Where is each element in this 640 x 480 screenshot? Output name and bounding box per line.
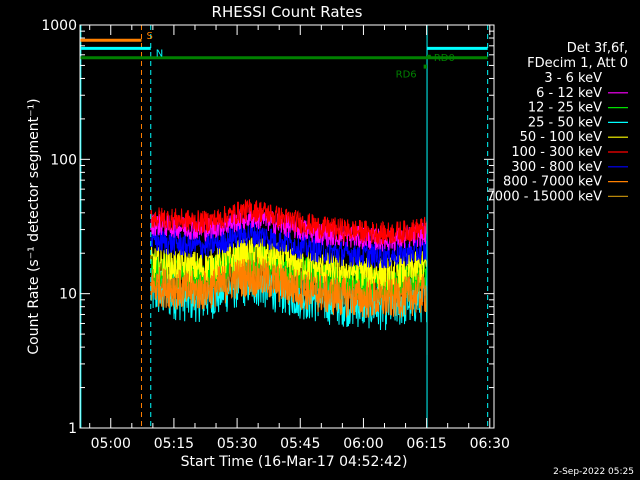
legend-label: 12 - 25 keV [528, 101, 602, 116]
legend-label: 7000 - 15000 keV [487, 189, 603, 204]
legend-header-decimation: FDecim 1, Att 0 [527, 56, 628, 71]
series-line-3-6-kev [150, 109, 428, 131]
y-tick-label: 100 [50, 152, 77, 168]
x-tick-label: 05:15 [154, 436, 194, 452]
legend-label: 800 - 7000 keV [503, 175, 602, 190]
x-tick-label: 05:00 [91, 436, 131, 452]
y-tick-label: 10 [59, 287, 77, 303]
series-line-300-800-kev [150, 222, 428, 269]
legend-label: 6 - 12 keV [536, 86, 602, 101]
x-tick-label: 06:15 [406, 436, 446, 452]
chart-title: RHESSI Count Rates [212, 3, 363, 21]
plot-frame [79, 24, 495, 429]
legend-header-detectors: Det 3f,6f, [567, 41, 628, 56]
legend-label: 3 - 6 keV [544, 71, 602, 86]
annotation-label-rd6: RD6 [396, 70, 417, 81]
x-axis-label: Start Time (16-Mar-17 04:52:42) [181, 454, 408, 470]
legend-label: 100 - 300 keV [511, 145, 602, 160]
axes-layer [79, 24, 495, 429]
y-axis-label: Count Rate (s⁻¹ detector segment⁻¹) [26, 98, 42, 354]
data-layer [80, 25, 489, 428]
x-tick-label: 05:30 [217, 436, 257, 452]
annotation-mark-4 [423, 64, 428, 69]
footer-timestamp: 2-Sep-2022 05:25 [553, 467, 634, 477]
series-line-50-100-kev [150, 237, 428, 291]
x-tick-label: 05:45 [280, 436, 320, 452]
series-line-100-300-kev [150, 199, 428, 245]
annotation-label-s: S [146, 31, 152, 42]
x-tick-label: 06:00 [343, 436, 383, 452]
y-tick-label: 1 [68, 421, 77, 437]
legend-label: 300 - 800 keV [511, 160, 602, 175]
annotation-label-rd0: RD0 [434, 53, 455, 64]
y-tick-label: 1000 [41, 18, 77, 34]
legend-label: 50 - 100 keV [520, 130, 603, 145]
annotation-mark-5 [427, 54, 431, 59]
text-layer: SN RD6 RD0 1 10 100 1000 05:00 05:15 05:30 05:45 06… [26, 3, 510, 470]
legend-label: 25 - 50 keV [528, 115, 602, 130]
series-line-800-7000-kev [150, 257, 428, 318]
x-tick-label: 06:30 [470, 436, 510, 452]
annotation-label-n: N [156, 48, 163, 59]
